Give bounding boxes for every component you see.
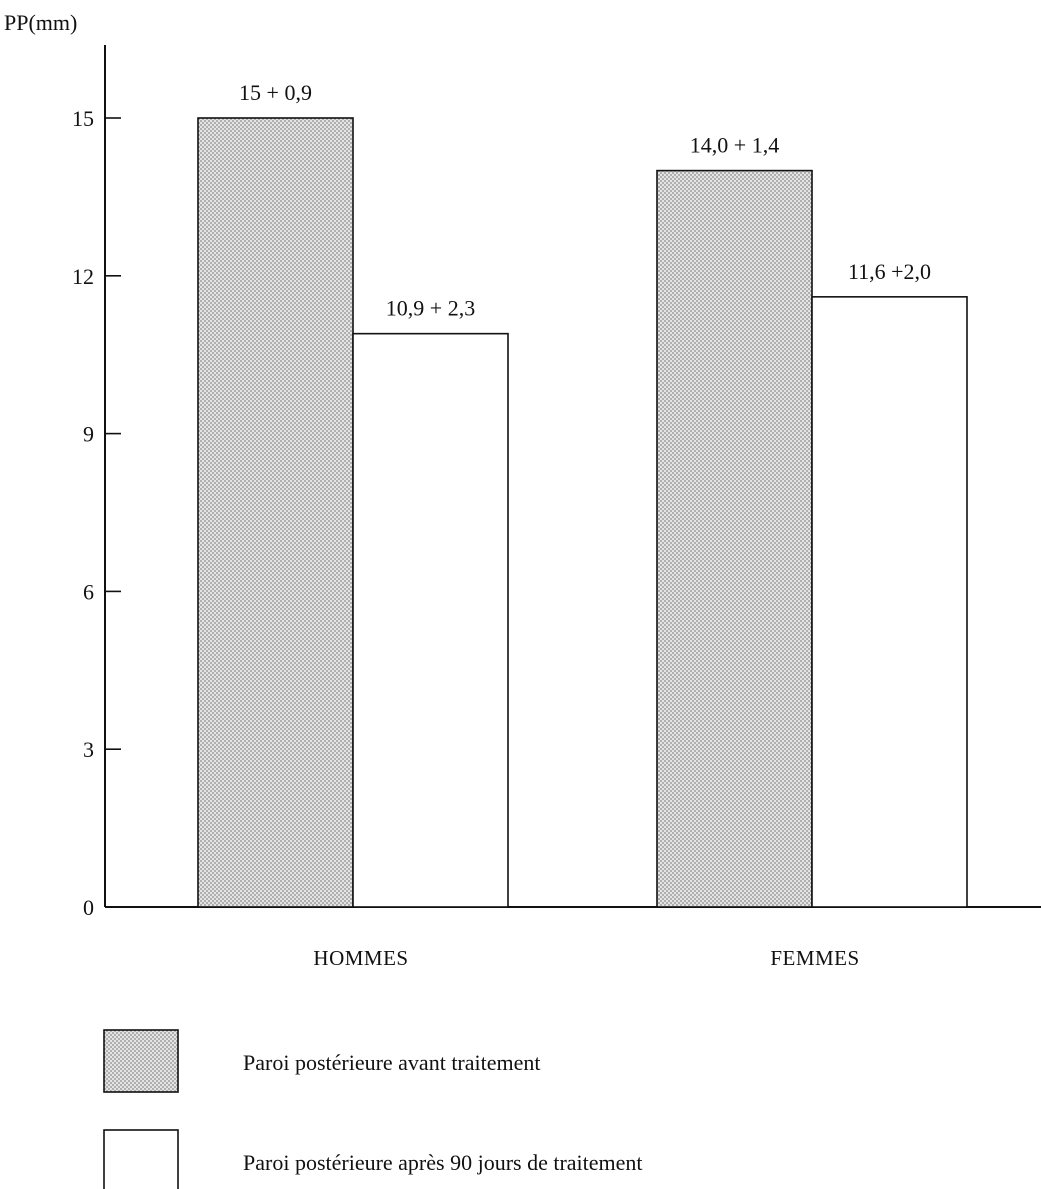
data-label: 14,0 + 1,4	[690, 133, 779, 158]
y-tick-label: 9	[83, 422, 94, 447]
data-label: 11,6 +2,0	[848, 259, 931, 284]
y-tick-label: 0	[83, 895, 94, 920]
legend: Paroi postérieure avant traitement Paroi …	[103, 1029, 643, 1189]
bar-hommes-avant	[197, 117, 354, 908]
y-tick-label: 6	[83, 579, 94, 604]
category-label: HOMMES	[313, 946, 408, 970]
legend-swatch	[103, 1029, 179, 1093]
y-ticks: 0 3 6 9 12 15	[72, 106, 121, 920]
y-tick-label: 15	[72, 106, 94, 131]
bars	[197, 117, 968, 908]
bar-femmes-avant	[656, 169, 813, 908]
data-label: 10,9 + 2,3	[386, 296, 475, 321]
y-tick-label: 3	[83, 737, 94, 762]
legend-label: Paroi postérieure après 90 jours de trai…	[243, 1150, 643, 1175]
y-axis-title: PP(mm)	[4, 10, 77, 35]
legend-swatch	[103, 1129, 179, 1189]
y-tick-label: 12	[72, 264, 94, 289]
bar-hommes-apres	[352, 332, 509, 908]
legend-label: Paroi postérieure avant traitement	[243, 1050, 541, 1075]
category-label: FEMMES	[770, 946, 859, 970]
data-label: 15 + 0,9	[239, 80, 312, 105]
value-labels: 15 + 0,9 10,9 + 2,3 14,0 + 1,4 11,6 +2,0	[239, 80, 931, 321]
bar-femmes-apres	[811, 296, 968, 908]
category-labels: HOMMES FEMMES	[313, 946, 859, 970]
